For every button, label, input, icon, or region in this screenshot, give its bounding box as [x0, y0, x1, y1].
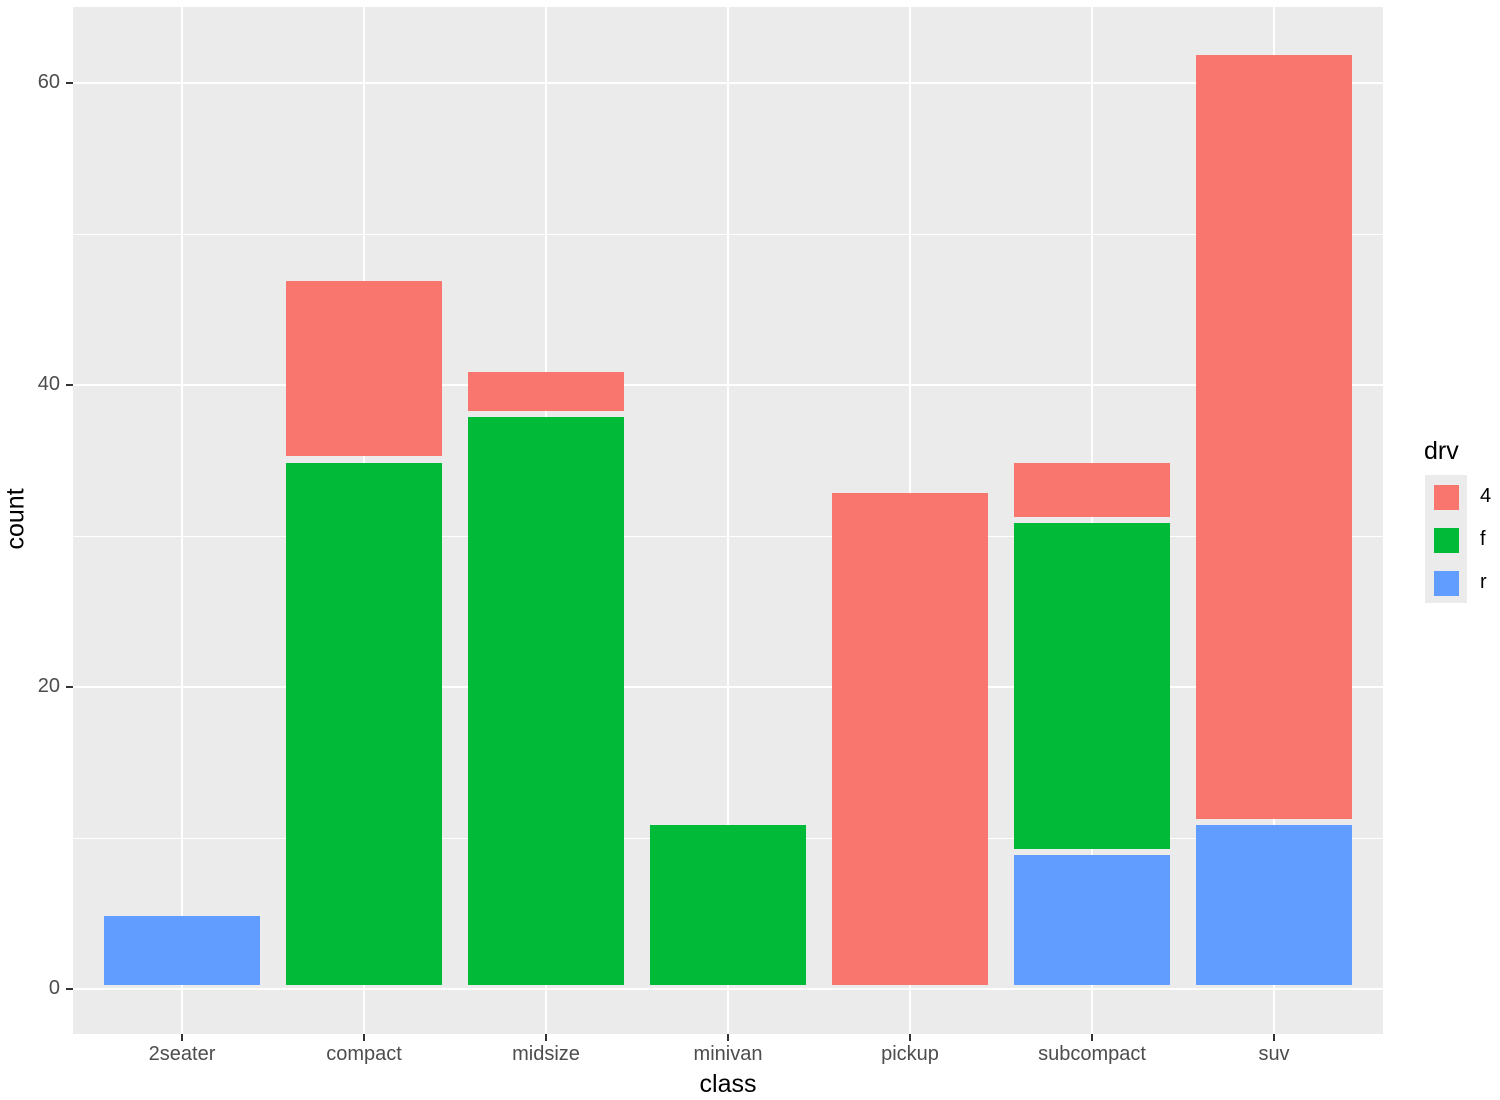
legend-title: drv: [1424, 437, 1459, 465]
major-gridline-vertical: [181, 7, 183, 1034]
bar-subcompact-r: [1014, 855, 1170, 985]
bar-suv-r: [1196, 824, 1352, 985]
y-tick-label: 60: [37, 71, 60, 93]
x-tick-label: pickup: [881, 1043, 939, 1065]
bar-suv-4: [1196, 54, 1352, 819]
x-tick: [909, 1034, 911, 1041]
x-tick: [545, 1034, 547, 1041]
bar-compact-f: [286, 462, 442, 985]
major-gridline-vertical: [1091, 7, 1093, 1034]
y-tick-label: 20: [37, 675, 60, 697]
y-tick: [66, 82, 73, 84]
x-tick-label: subcompact: [1038, 1043, 1146, 1065]
x-tick-label: suv: [1258, 1043, 1290, 1065]
x-tick-label: minivan: [693, 1043, 763, 1065]
legend-swatch-f: [1434, 528, 1459, 553]
bar-midsize-4: [468, 371, 624, 412]
bar-compact-4: [286, 281, 442, 457]
legend-label-r: r: [1480, 571, 1487, 593]
legend-label-4: 4: [1480, 485, 1492, 507]
y-tick-label: 0: [48, 977, 60, 999]
major-gridline-vertical: [727, 7, 729, 1034]
legend-label-f: f: [1480, 528, 1486, 550]
bar-2seater-r: [104, 915, 260, 985]
x-tick-label: 2seater: [148, 1043, 216, 1065]
x-tick-label: compact: [326, 1043, 402, 1065]
y-tick: [66, 988, 73, 990]
y-tick: [66, 686, 73, 688]
y-axis-title: count: [1, 488, 30, 550]
y-tick: [66, 384, 73, 386]
bar-pickup-4: [832, 492, 988, 985]
x-axis-title: class: [699, 1070, 757, 1098]
x-tick: [363, 1034, 365, 1041]
x-tick: [1091, 1034, 1093, 1041]
x-tick: [1273, 1034, 1275, 1041]
x-tick: [727, 1034, 729, 1041]
bar-minivan-f: [650, 824, 806, 985]
x-tick: [181, 1034, 183, 1041]
y-tick-label: 40: [37, 373, 60, 395]
bar-subcompact-4: [1014, 462, 1170, 517]
legend-swatch-r: [1434, 571, 1459, 596]
bar-midsize-f: [468, 417, 624, 985]
legend-swatch-4: [1434, 485, 1459, 510]
x-tick-label: midsize: [512, 1043, 580, 1065]
bar-subcompact-f: [1014, 522, 1170, 850]
